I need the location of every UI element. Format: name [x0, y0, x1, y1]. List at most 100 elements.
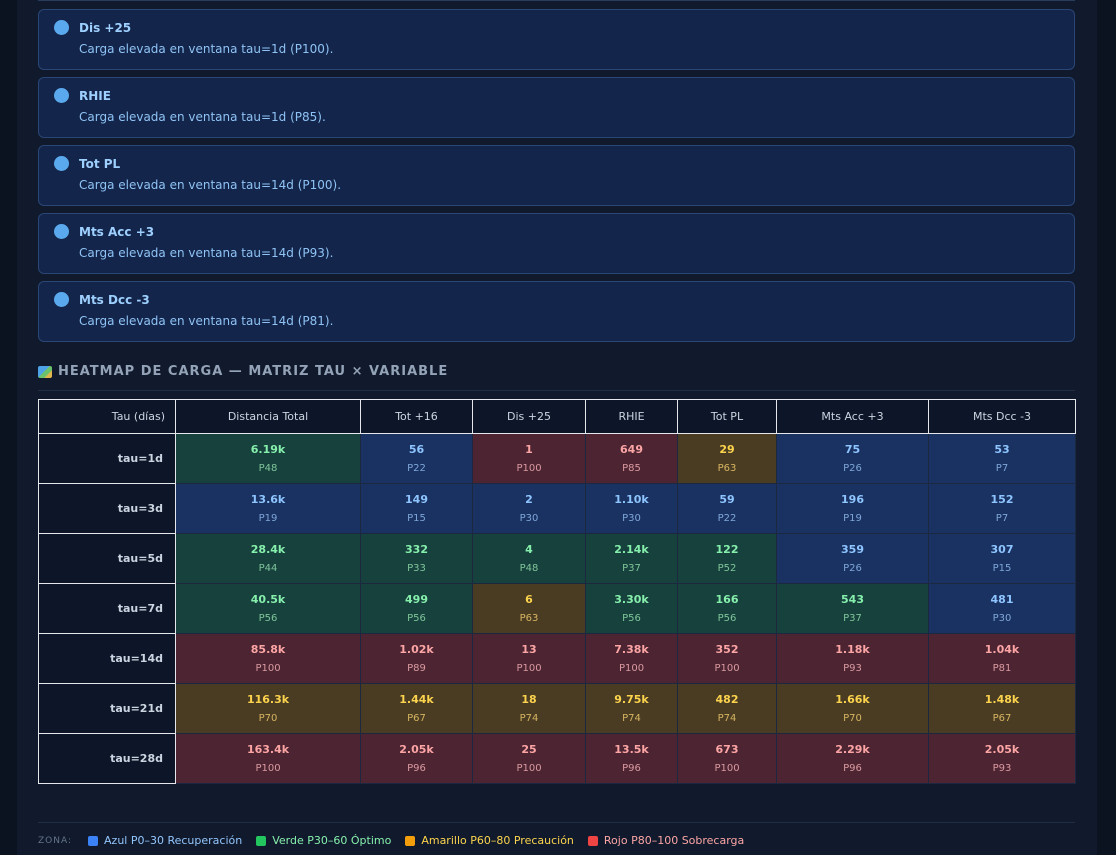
cell-value: 59 — [719, 493, 735, 506]
cell-value: 18 — [521, 693, 537, 706]
cell-value: 649 — [620, 443, 643, 456]
heatmap-cell[interactable]: 7.38k P100 — [585, 633, 678, 684]
cell-value: 40.5k — [250, 593, 286, 606]
heatmap-cell[interactable]: 13.5k P96 — [585, 733, 678, 784]
row-label: tau=21d — [38, 683, 176, 734]
alert-title: Mts Acc +3 — [79, 225, 155, 239]
cell-percentile: P100 — [714, 663, 740, 674]
row-label: tau=1d — [38, 433, 176, 484]
heatmap-cell[interactable]: 40.5k P56 — [175, 583, 361, 634]
row-label: tau=14d — [38, 633, 176, 684]
heatmap-cell[interactable]: 75 P26 — [776, 433, 929, 484]
heatmap-row: tau=5d 28.4k P44 332 P33 4 P48 2.14k P37 122 P52 35… — [38, 533, 1076, 584]
legend-text: Rojo P80–100 Sobrecarga — [603, 834, 745, 847]
heatmap-cell[interactable]: 9.75k P74 — [585, 683, 678, 734]
cell-percentile: P67 — [992, 713, 1012, 724]
alert-title: Mts Dcc -3 — [79, 293, 150, 307]
heatmap-cell[interactable]: 6 P63 — [472, 583, 586, 634]
legend-item: Azul P0–30 Recuperación — [88, 834, 242, 847]
cell-percentile: P100 — [516, 663, 542, 674]
alert-dot-icon — [54, 292, 69, 307]
column-header: Mts Acc +3 — [776, 399, 929, 434]
heatmap-cell[interactable]: 6.19k P48 — [175, 433, 361, 484]
heatmap-cell[interactable]: 352 P100 — [677, 633, 777, 684]
heatmap-cell[interactable]: 28.4k P44 — [175, 533, 361, 584]
heatmap-cell[interactable]: 3.30k P56 — [585, 583, 678, 634]
heatmap-cell[interactable]: 2.14k P37 — [585, 533, 678, 584]
cell-percentile: P52 — [717, 563, 737, 574]
alert-card[interactable]: Tot PL Carga elevada en ventana tau=14d … — [38, 145, 1075, 206]
heatmap-cell[interactable]: 149 P15 — [360, 483, 473, 534]
heatmap-cell[interactable]: 2.29k P96 — [776, 733, 929, 784]
cell-percentile: P30 — [622, 513, 641, 524]
row-label: tau=28d — [38, 733, 176, 784]
cell-percentile: P96 — [843, 763, 862, 774]
heatmap-cell[interactable]: 18 P74 — [472, 683, 586, 734]
heatmap-cell[interactable]: 1 P100 — [472, 433, 586, 484]
cell-percentile: P63 — [519, 613, 539, 624]
heatmap-cell[interactable]: 13.6k P19 — [175, 483, 361, 534]
cell-percentile: P85 — [622, 463, 641, 474]
alert-title: RHIE — [79, 89, 111, 103]
heatmap-cell[interactable]: 359 P26 — [776, 533, 929, 584]
heatmap-cell[interactable]: 56 P22 — [360, 433, 473, 484]
cell-value: 6.19k — [250, 443, 286, 456]
alert-dot-icon — [54, 20, 69, 35]
cell-percentile: P37 — [843, 613, 862, 624]
heatmap-cell[interactable]: 1.02k P89 — [360, 633, 473, 684]
cell-value: 75 — [844, 443, 861, 456]
alert-card[interactable]: Mts Dcc -3 Carga elevada en ventana tau=… — [38, 281, 1075, 342]
heatmap-cell[interactable]: 196 P19 — [776, 483, 929, 534]
heatmap-cell[interactable]: 59 P22 — [677, 483, 777, 534]
heatmap-cell[interactable]: 122 P52 — [677, 533, 777, 584]
alert-message: Carga elevada en ventana tau=14d (P81). — [79, 314, 334, 328]
heatmap-cell[interactable]: 649 P85 — [585, 433, 678, 484]
cell-value: 2.05k — [399, 743, 434, 756]
zone-legend: ZONA: Azul P0–30 Recuperación Verde P30–6… — [38, 834, 744, 847]
heatmap-cell[interactable]: 1.10k P30 — [585, 483, 678, 534]
heatmap-cell[interactable]: 152 P7 — [928, 483, 1076, 534]
cell-value: 9.75k — [614, 693, 649, 706]
alert-card[interactable]: Mts Acc +3 Carga elevada en ventana tau=… — [38, 213, 1075, 274]
cell-percentile: P26 — [843, 563, 862, 574]
cell-percentile: P48 — [258, 463, 278, 474]
heatmap-cell[interactable]: 4 P48 — [472, 533, 586, 584]
cell-percentile: P74 — [519, 713, 539, 724]
cell-percentile: P74 — [622, 713, 641, 724]
cell-percentile: P7 — [995, 513, 1009, 524]
heatmap-row: tau=1d 6.19k P48 56 P22 1 P100 649 P85 29 P63 75 P26… — [38, 433, 1076, 484]
heatmap-cell[interactable]: 13 P100 — [472, 633, 586, 684]
cell-percentile: P19 — [258, 513, 278, 524]
legend-swatch-icon — [88, 835, 99, 846]
heatmap-cell[interactable]: 499 P56 — [360, 583, 473, 634]
cell-percentile: P56 — [258, 613, 278, 624]
heatmap-cell[interactable]: 1.66k P70 — [776, 683, 929, 734]
heatmap-cell[interactable]: 1.44k P67 — [360, 683, 473, 734]
heatmap-cell[interactable]: 481 P30 — [928, 583, 1076, 634]
heatmap-cell[interactable]: 543 P37 — [776, 583, 929, 634]
heatmap-cell[interactable]: 29 P63 — [677, 433, 777, 484]
heatmap-cell[interactable]: 332 P33 — [360, 533, 473, 584]
heatmap-cell[interactable]: 85.8k P100 — [175, 633, 361, 684]
cell-percentile: P30 — [519, 513, 539, 524]
heatmap-cell[interactable]: 307 P15 — [928, 533, 1076, 584]
cell-percentile: P30 — [992, 613, 1012, 624]
heatmap-cell[interactable]: 53 P7 — [928, 433, 1076, 484]
heatmap-cell[interactable]: 163.4k P100 — [175, 733, 361, 784]
alert-message: Carga elevada en ventana tau=14d (P93). — [79, 246, 334, 260]
heatmap-cell[interactable]: 482 P74 — [677, 683, 777, 734]
heatmap-cell[interactable]: 2 P30 — [472, 483, 586, 534]
heatmap-cell[interactable]: 25 P100 — [472, 733, 586, 784]
alert-card[interactable]: Dis +25 Carga elevada en ventana tau=1d … — [38, 9, 1075, 70]
heatmap-row: tau=3d 13.6k P19 149 P15 2 P30 1.10k P30 59 P22 196… — [38, 483, 1076, 534]
heatmap-cell[interactable]: 1.18k P93 — [776, 633, 929, 684]
heatmap-cell[interactable]: 166 P56 — [677, 583, 777, 634]
heatmap-cell[interactable]: 673 P100 — [677, 733, 777, 784]
alert-card[interactable]: RHIE Carga elevada en ventana tau=1d (P8… — [38, 77, 1075, 138]
heatmap-cell[interactable]: 1.04k P81 — [928, 633, 1076, 684]
heatmap-cell[interactable]: 116.3k P70 — [175, 683, 361, 734]
heatmap-cell[interactable]: 2.05k P93 — [928, 733, 1076, 784]
heatmap-cell[interactable]: 2.05k P96 — [360, 733, 473, 784]
heatmap-cell[interactable]: 1.48k P67 — [928, 683, 1076, 734]
column-header: RHIE — [585, 399, 678, 434]
